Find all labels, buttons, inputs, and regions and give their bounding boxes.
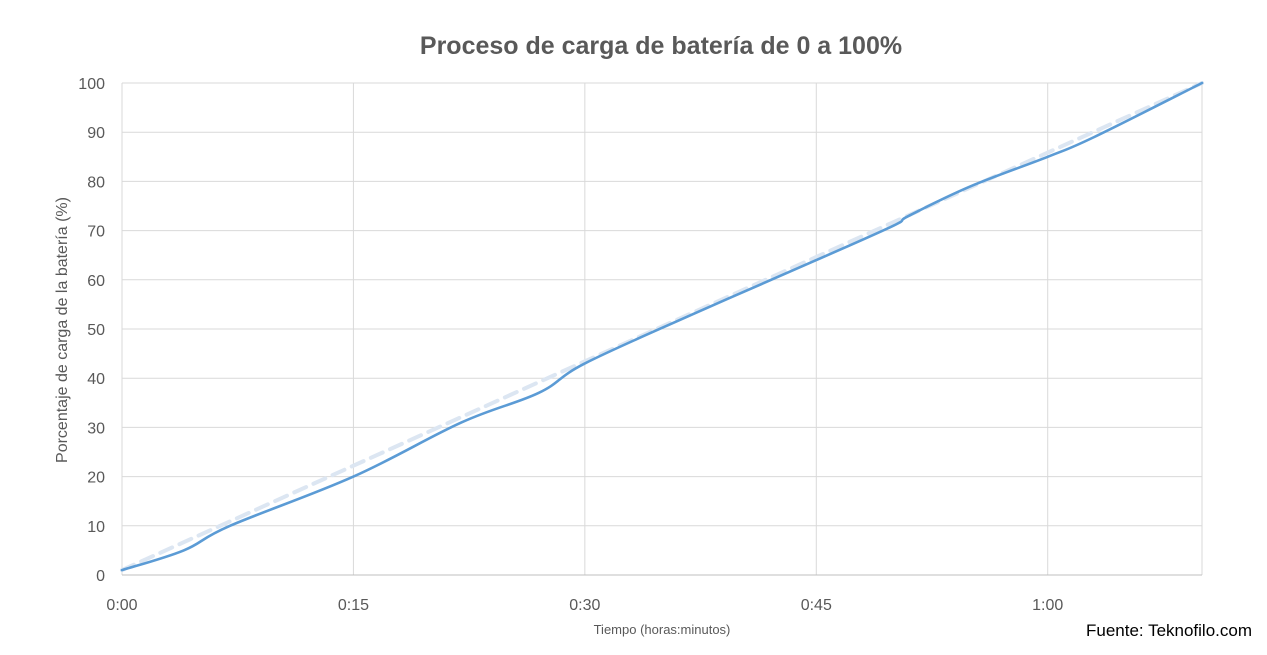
x-tick-label-0: 0:00	[106, 597, 137, 614]
battery-charge-line	[120, 81, 1204, 572]
y-tick-label-30: 30	[87, 420, 105, 437]
y-axis-label: Porcentaje de carga de la batería (%)	[54, 197, 71, 463]
y-tick-label-50: 50	[87, 322, 105, 339]
y-tick-label-80: 80	[87, 174, 105, 191]
y-axis-ticks: 0 10 20 30 40 50 60 70 80 90 100	[78, 76, 105, 585]
y-tick-label-70: 70	[87, 224, 105, 241]
x-tick-label-4: 1:00	[1032, 597, 1063, 614]
x-tick-label-1: 0:15	[338, 597, 369, 614]
y-tick-label-10: 10	[87, 519, 105, 536]
source-label: Fuente: Teknofilo.com	[1086, 621, 1252, 640]
chart-title: Proceso de carga de batería de 0 a 100%	[420, 32, 902, 60]
y-tick-label-60: 60	[87, 273, 105, 290]
x-axis-ticks: 0:00 0:15 0:30 0:45 1:00	[106, 597, 1063, 614]
y-tick-label-20: 20	[87, 470, 105, 487]
y-tick-label-40: 40	[87, 371, 105, 388]
y-tick-label-0: 0	[96, 568, 105, 585]
x-axis-label: Tiempo (horas:minutos)	[594, 622, 731, 637]
y-tick-label-90: 90	[87, 125, 105, 142]
y-tick-label-100: 100	[78, 76, 105, 93]
x-tick-label-3: 0:45	[801, 597, 832, 614]
series-layer	[120, 81, 1204, 573]
x-tick-label-2: 0:30	[569, 597, 600, 614]
